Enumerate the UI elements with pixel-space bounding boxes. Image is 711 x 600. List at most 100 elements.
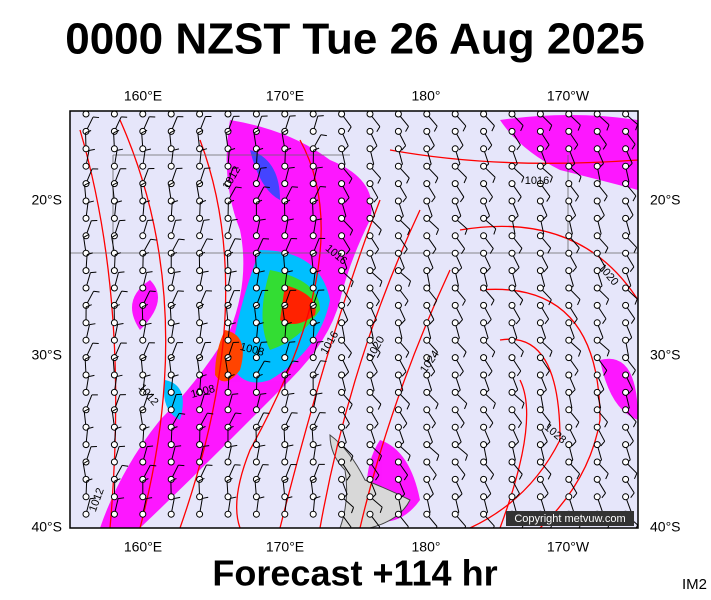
- wind-barb-part: [600, 441, 606, 447]
- wind-barb-part: [622, 475, 630, 483]
- wind-barb-part: [464, 228, 468, 235]
- wind-barb-part: [480, 214, 488, 222]
- wind-barb-part: [423, 214, 431, 222]
- wind-barb-part: [394, 267, 402, 275]
- wind-barb-part: [112, 181, 119, 186]
- wind-barb-part: [536, 145, 544, 153]
- wind-barb-part: [281, 354, 289, 362]
- wind-barb-part: [286, 496, 293, 499]
- wind-barb-part: [281, 162, 289, 170]
- wind-barb-part: [140, 181, 147, 186]
- wind-barb-part: [196, 319, 204, 327]
- wind-barb-part: [252, 406, 260, 414]
- wind-barb-part: [252, 180, 260, 188]
- wind-barb-part: [508, 301, 516, 309]
- wind-barb-part: [89, 323, 96, 326]
- wind-barb-part: [110, 510, 118, 518]
- title: 0000 NZST Tue 26 Aug 2025: [65, 15, 645, 64]
- wind-barb-part: [231, 444, 238, 447]
- wind-barb-part: [394, 458, 402, 466]
- wind-barb-part: [480, 441, 488, 449]
- wind-barb-part: [366, 214, 374, 222]
- wind-barb-part: [593, 475, 601, 483]
- wind-barb-part: [508, 371, 516, 379]
- wind-barb-part: [435, 403, 439, 410]
- wind-barb-part: [310, 303, 317, 308]
- wind-barb-part: [577, 299, 581, 306]
- map-layer: [70, 111, 638, 528]
- wind-barb-part: [227, 251, 234, 256]
- wind-barb-part: [464, 526, 467, 528]
- wind-barb-part: [143, 252, 150, 256]
- wind-barb-part: [423, 145, 431, 153]
- wind-barb-part: [285, 147, 292, 151]
- wind-barb-part: [489, 248, 494, 254]
- wind-barb-part: [110, 214, 118, 222]
- wind-barb-part: [196, 458, 204, 466]
- lon-label: 160°E: [124, 88, 162, 104]
- lat-label: 40°S: [650, 519, 681, 535]
- wind-barb-part: [224, 371, 232, 379]
- wind-barb-part: [602, 318, 607, 324]
- wind-barb-part: [309, 406, 317, 414]
- wind-barb-part: [139, 267, 147, 275]
- wind-barb-part: [196, 267, 204, 275]
- wind-barb-part: [309, 510, 317, 518]
- wind-barb-part: [113, 129, 120, 134]
- wind-barb-part: [480, 354, 488, 362]
- wind-barb-part: [536, 180, 544, 188]
- wind-barb-part: [490, 299, 495, 306]
- wind-barb-part: [488, 196, 493, 203]
- wind-barb-part: [167, 336, 175, 344]
- wind-barb-part: [376, 352, 381, 359]
- wind-barb-part: [366, 319, 374, 327]
- wind-barb-part: [255, 251, 262, 256]
- wind-barb-part: [378, 229, 382, 236]
- wind-barb-part: [83, 408, 90, 412]
- wind-barb-part: [628, 389, 633, 395]
- wind-barb-part: [423, 493, 431, 501]
- wind-barb-part: [82, 197, 90, 205]
- wind-barb-part: [366, 145, 374, 153]
- wind-barb-part: [578, 525, 581, 528]
- wind-barb-part: [432, 248, 437, 255]
- wind-barb-part: [146, 271, 153, 273]
- wind-barb-part: [462, 300, 466, 306]
- wind-barb-part: [281, 180, 289, 188]
- wind-barb-part: [508, 423, 516, 431]
- wind-barb-part: [366, 162, 374, 170]
- wind-barb-part: [113, 356, 119, 360]
- wind-barb-part: [487, 319, 492, 325]
- wind-barb-part: [224, 493, 232, 501]
- wind-barb-part: [143, 426, 150, 430]
- wind-barb-part: [404, 300, 409, 307]
- wind-barb-part: [548, 125, 553, 131]
- wind-barb-part: [536, 475, 544, 483]
- wind-barb-part: [517, 422, 522, 428]
- wind-barb-part: [115, 200, 122, 203]
- image-code: IM2: [682, 576, 707, 593]
- wind-barb-part: [622, 232, 630, 240]
- wind-barb-part: [628, 214, 634, 221]
- wind-barb-part: [451, 423, 459, 431]
- wind-barb-part: [199, 426, 206, 430]
- wind-barb-part: [110, 111, 118, 118]
- wind-barb-part: [263, 186, 270, 189]
- wind-barb-part: [521, 402, 525, 409]
- wind-barb-part: [82, 111, 90, 118]
- wind-barb-part: [405, 126, 409, 132]
- isobar-label: 1016: [525, 175, 549, 187]
- wind-barb-part: [167, 162, 175, 170]
- wind-barb-part: [593, 197, 601, 205]
- wind-barb-part: [199, 251, 206, 256]
- lon-label: 170°E: [266, 539, 304, 555]
- wind-barb-part: [407, 455, 411, 462]
- wind-barb-part: [110, 423, 118, 431]
- wind-barb-part: [565, 162, 573, 170]
- wind-barb-part: [602, 144, 607, 150]
- wind-barb-part: [565, 127, 573, 135]
- wind-barb-part: [320, 360, 327, 362]
- wind-barb-part: [82, 145, 90, 153]
- wind-barb-part: [338, 232, 346, 240]
- wind-barb-part: [490, 474, 495, 480]
